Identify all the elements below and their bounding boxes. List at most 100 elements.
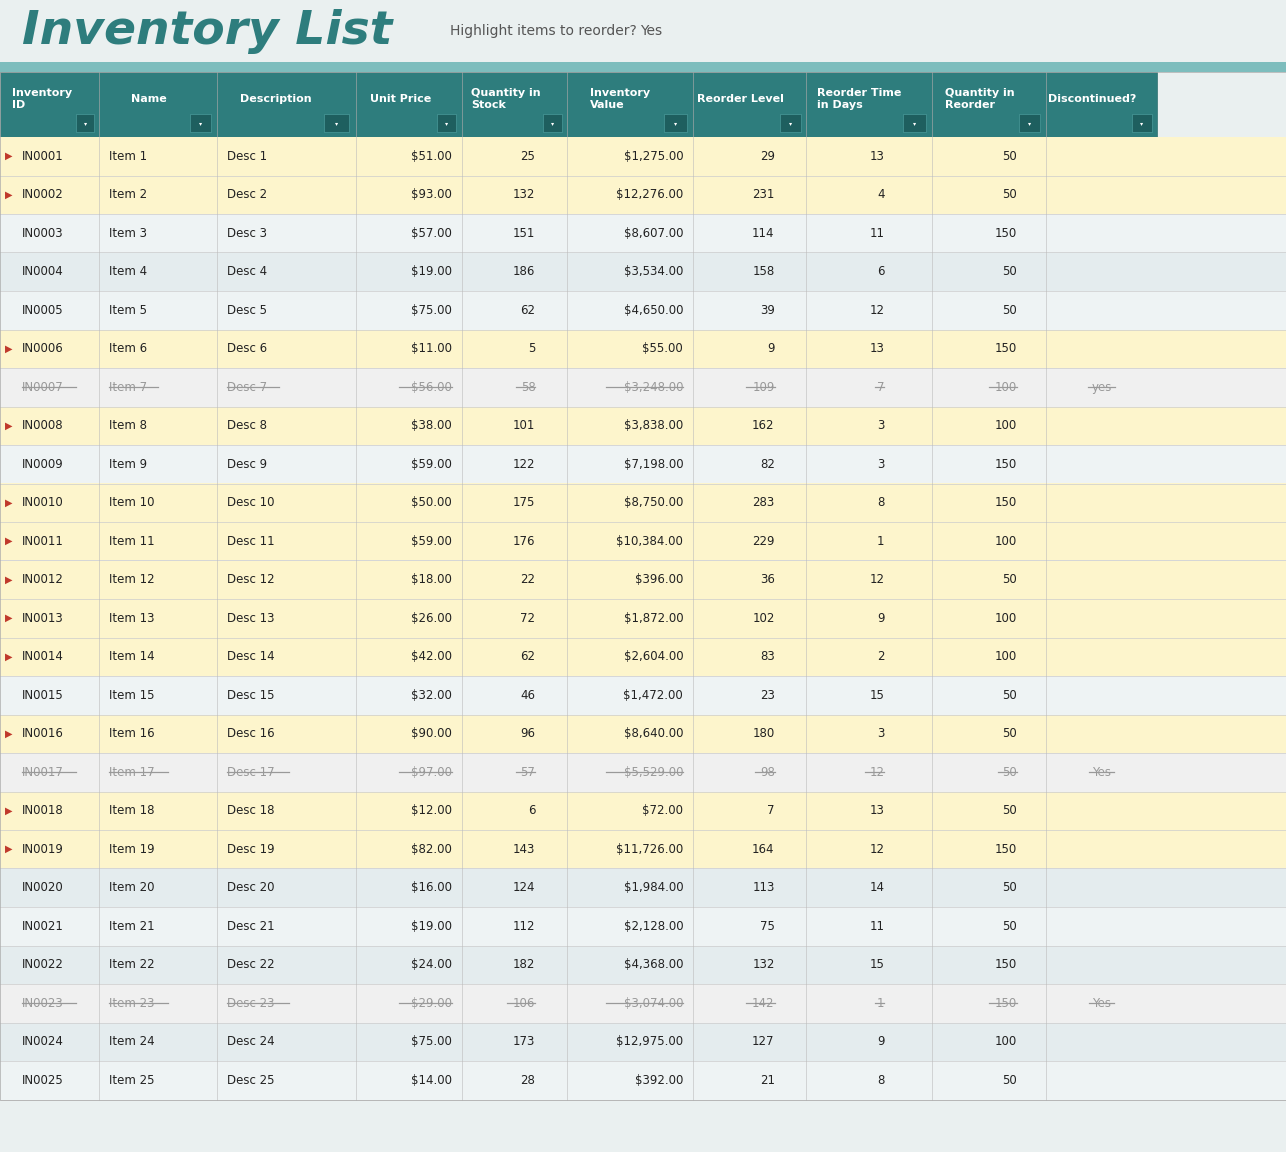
Text: ▾: ▾ (788, 121, 792, 126)
Text: 1: 1 (877, 996, 885, 1010)
Text: IN0024: IN0024 (22, 1036, 64, 1048)
Bar (0, 714, 1286, 753)
Text: 127: 127 (752, 1036, 774, 1048)
Text: IN0021: IN0021 (22, 919, 64, 933)
Text: 150: 150 (995, 958, 1017, 971)
Text: 58: 58 (521, 381, 535, 394)
Text: 180: 180 (752, 727, 774, 741)
Bar (567, 71, 693, 137)
Text: 50: 50 (1003, 188, 1017, 202)
Text: 50: 50 (1003, 265, 1017, 279)
Text: 142: 142 (752, 996, 774, 1010)
Text: 112: 112 (513, 919, 535, 933)
Text: 6: 6 (877, 265, 885, 279)
Text: ▾: ▾ (445, 121, 449, 126)
Text: 100: 100 (995, 650, 1017, 664)
Text: ▶: ▶ (5, 844, 13, 855)
Text: Desc 25: Desc 25 (228, 1074, 275, 1086)
Text: 50: 50 (1003, 689, 1017, 702)
Text: 114: 114 (752, 227, 774, 240)
Text: Yes: Yes (1092, 996, 1111, 1010)
Text: $50.00: $50.00 (412, 497, 451, 509)
Text: Discontinued?: Discontinued? (1048, 94, 1137, 105)
Text: Item 23: Item 23 (109, 996, 154, 1010)
Text: 98: 98 (760, 766, 774, 779)
Text: 12: 12 (869, 766, 885, 779)
Text: Item 13: Item 13 (109, 612, 154, 624)
Text: 143: 143 (513, 843, 535, 856)
Text: IN0009: IN0009 (22, 457, 64, 471)
Bar (190, 114, 211, 132)
Bar (0, 329, 1286, 367)
Text: IN0017: IN0017 (22, 766, 64, 779)
Text: Item 20: Item 20 (109, 881, 154, 894)
Text: $8,607.00: $8,607.00 (624, 227, 683, 240)
Text: Desc 4: Desc 4 (228, 265, 267, 279)
Text: Desc 2: Desc 2 (228, 188, 267, 202)
Text: 13: 13 (869, 342, 885, 355)
Text: Item 17: Item 17 (109, 766, 154, 779)
Text: ▾: ▾ (84, 121, 86, 126)
Bar (0, 946, 1286, 984)
Text: 100: 100 (995, 1036, 1017, 1048)
Text: $75.00: $75.00 (410, 304, 451, 317)
Text: ▶: ▶ (5, 420, 13, 431)
Text: IN0005: IN0005 (22, 304, 63, 317)
Text: $3,248.00: $3,248.00 (624, 381, 683, 394)
Text: 150: 150 (995, 342, 1017, 355)
Bar (0, 829, 1286, 869)
Text: IN0019: IN0019 (22, 843, 64, 856)
Text: Desc 5: Desc 5 (228, 304, 267, 317)
Text: $11,726.00: $11,726.00 (616, 843, 683, 856)
Text: $4,368.00: $4,368.00 (624, 958, 683, 971)
Text: 82: 82 (760, 457, 774, 471)
Bar (99, 71, 217, 137)
Text: 50: 50 (1003, 574, 1017, 586)
Text: IN0025: IN0025 (22, 1074, 64, 1086)
Text: 11: 11 (869, 227, 885, 240)
Text: 158: 158 (752, 265, 774, 279)
Text: $5,529.00: $5,529.00 (624, 766, 683, 779)
Text: $82.00: $82.00 (410, 843, 451, 856)
Text: 13: 13 (869, 804, 885, 817)
Text: Item 8: Item 8 (109, 419, 147, 432)
Bar (0, 791, 1286, 829)
Text: 12: 12 (869, 304, 885, 317)
Text: ▶: ▶ (5, 190, 13, 199)
Bar (0, 137, 1286, 175)
Text: ▶: ▶ (5, 151, 13, 161)
Text: $4,650.00: $4,650.00 (624, 304, 683, 317)
Text: Unit Price: Unit Price (370, 94, 431, 105)
Text: 39: 39 (760, 304, 774, 317)
Text: Desc 7: Desc 7 (228, 381, 267, 394)
Text: $1,872.00: $1,872.00 (624, 612, 683, 624)
Text: 132: 132 (513, 188, 535, 202)
Text: $72.00: $72.00 (642, 804, 683, 817)
Text: Yes: Yes (640, 24, 662, 38)
Text: $32.00: $32.00 (410, 689, 451, 702)
Text: Quantity in
Reorder: Quantity in Reorder (945, 89, 1015, 111)
Text: IN0001: IN0001 (22, 150, 64, 162)
Text: IN0007: IN0007 (22, 381, 64, 394)
Text: 29: 29 (760, 150, 774, 162)
Bar (0, 1061, 1286, 1099)
Text: 2: 2 (877, 650, 885, 664)
Text: Desc 11: Desc 11 (228, 535, 275, 547)
Text: 150: 150 (995, 843, 1017, 856)
Text: 9: 9 (768, 342, 774, 355)
Bar (0, 907, 1286, 946)
Text: IN0023: IN0023 (22, 996, 64, 1010)
Text: Inventory List: Inventory List (22, 8, 392, 53)
Text: Description: Description (240, 94, 311, 105)
Text: IN0022: IN0022 (22, 958, 64, 971)
Bar (217, 71, 356, 137)
Text: 12: 12 (869, 574, 885, 586)
Text: 50: 50 (1003, 727, 1017, 741)
Text: $12,276.00: $12,276.00 (616, 188, 683, 202)
Text: IN0016: IN0016 (22, 727, 64, 741)
Bar (0, 0, 1286, 62)
Text: $97.00: $97.00 (410, 766, 451, 779)
Text: 9: 9 (877, 612, 885, 624)
Text: 7: 7 (768, 804, 774, 817)
Text: 50: 50 (1003, 881, 1017, 894)
